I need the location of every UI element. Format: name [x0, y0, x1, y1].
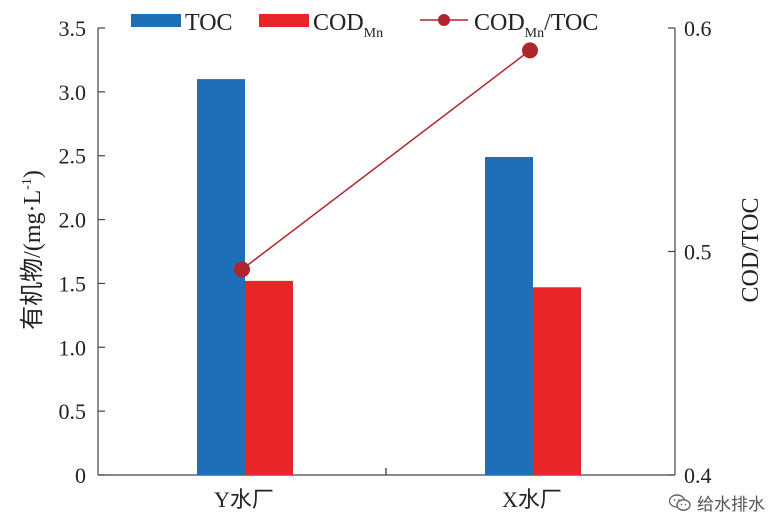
- legend-label-ratio: CODMn/TOC: [474, 10, 598, 41]
- left-tick-label: 0: [75, 463, 86, 488]
- watermark-text: 给水排水: [697, 495, 765, 515]
- bar-toc-0: [197, 79, 245, 475]
- legend-label-toc: TOC: [185, 10, 233, 36]
- legend-marker-ratio: [438, 14, 450, 26]
- left-tick-label: 2.5: [59, 144, 87, 169]
- ratio-point-1: [522, 42, 538, 59]
- right-tick-label: 0.6: [684, 16, 712, 41]
- ratio-point-0: [234, 261, 250, 278]
- legend-swatch-cod: [259, 14, 309, 27]
- bar-cod-1: [533, 287, 581, 475]
- left-tick-label: 1.5: [59, 271, 87, 296]
- right-tick-label: 0.4: [684, 463, 712, 488]
- legend-label-cod: CODMn: [313, 10, 383, 41]
- left-tick-label: 3.0: [59, 80, 87, 105]
- left-tick-label: 0.5: [59, 399, 87, 424]
- left-tick-label: 3.5: [59, 16, 87, 41]
- right-axis-title: COD/TOC: [738, 198, 764, 303]
- left-tick-label: 2.0: [59, 208, 87, 233]
- wechat-icon: [669, 493, 691, 511]
- watermark: 给水排水: [669, 490, 765, 515]
- x-tick-label: X水厂: [502, 487, 562, 512]
- left-tick-label: 1.0: [59, 335, 87, 360]
- right-tick-label: 0.5: [684, 240, 712, 265]
- ratio-line: [241, 49, 531, 270]
- bar-toc-1: [485, 156, 533, 475]
- left-axis-title: 有机物/(mg·L-1): [19, 170, 46, 330]
- bar-cod-0: [245, 280, 293, 475]
- legend-swatch-toc: [131, 14, 181, 27]
- x-tick-label: Y水厂: [214, 487, 274, 512]
